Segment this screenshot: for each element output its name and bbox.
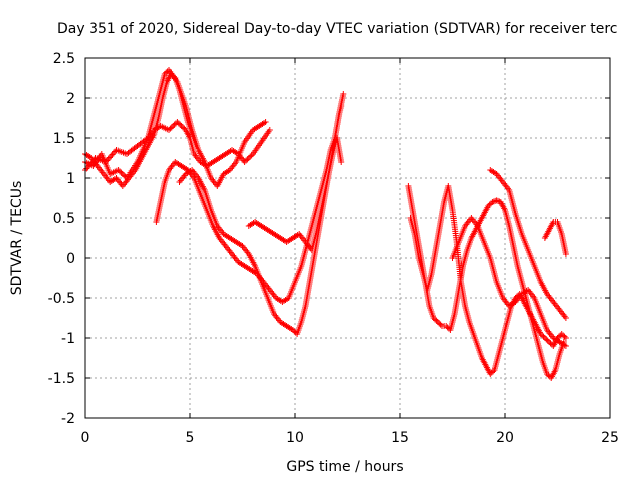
data-point <box>291 328 298 335</box>
data-point <box>495 197 501 204</box>
data-point <box>247 153 254 160</box>
data-point <box>540 333 547 340</box>
series-arc-i <box>449 215 569 349</box>
data-point <box>443 323 450 329</box>
y-tick-label: -1.5 <box>48 371 75 387</box>
series-arc-b <box>82 119 273 173</box>
data-point <box>161 71 168 77</box>
data-point <box>338 159 345 165</box>
y-tick-label: 2 <box>66 91 75 107</box>
data-point <box>488 369 495 376</box>
data-point <box>444 324 451 331</box>
data-point <box>489 199 496 205</box>
x-axis-label: GPS time / hours <box>286 459 403 475</box>
y-tick-label: 1.5 <box>53 131 75 147</box>
data-point <box>486 201 493 208</box>
series-arc-e <box>176 91 347 337</box>
series-arc-f <box>245 135 345 253</box>
data-point <box>487 371 494 377</box>
data-point <box>171 121 178 128</box>
y-tick-label: 1 <box>66 171 75 187</box>
data-point <box>175 120 182 127</box>
series-arc-h <box>407 183 569 377</box>
x-tick-label: 20 <box>496 430 514 446</box>
data-point <box>432 316 438 323</box>
data-point <box>245 155 252 161</box>
data-point <box>545 372 552 379</box>
data-point <box>537 331 544 337</box>
data-point <box>266 127 273 133</box>
data-point <box>490 198 497 205</box>
y-tick-label: 2.5 <box>53 51 75 67</box>
y-tick-label: -1 <box>61 331 75 347</box>
data-point <box>547 340 554 347</box>
data-point <box>170 73 177 80</box>
data-point <box>539 332 546 339</box>
data-point <box>562 343 569 349</box>
data-point <box>562 315 569 321</box>
data-point <box>562 251 569 257</box>
data-point <box>244 156 251 163</box>
data-point <box>193 143 200 149</box>
data-point <box>430 315 437 321</box>
data-point <box>561 333 568 340</box>
data-point <box>115 167 122 173</box>
data-point <box>174 119 181 125</box>
data-point <box>437 321 444 328</box>
data-point <box>541 335 548 341</box>
x-tick-label: 15 <box>391 430 409 446</box>
y-tick-label: 0 <box>66 251 75 267</box>
data-point <box>546 339 553 345</box>
data-point <box>560 332 567 339</box>
y-tick-label: 0.5 <box>53 211 75 227</box>
data-point <box>168 71 175 77</box>
data-points <box>82 67 569 381</box>
data-point <box>433 317 440 324</box>
data-point <box>118 169 125 176</box>
x-tick-label: 10 <box>286 430 304 446</box>
data-point <box>180 124 186 131</box>
data-point <box>166 127 172 133</box>
data-point <box>170 123 177 129</box>
data-point <box>119 171 126 177</box>
data-point <box>434 319 441 325</box>
data-point <box>558 331 565 337</box>
series-arc-j <box>487 167 569 321</box>
y-axis-label: SDTVAR / TECUs <box>9 181 25 296</box>
data-point <box>248 152 255 159</box>
data-point <box>178 123 185 129</box>
y-tick-label: -0.5 <box>48 291 75 307</box>
data-point <box>262 119 269 125</box>
data-point <box>544 371 550 377</box>
data-point <box>555 333 562 340</box>
data-point <box>117 168 123 175</box>
data-point <box>543 336 550 343</box>
data-point <box>490 368 497 375</box>
x-tick-label: 25 <box>601 430 619 446</box>
x-tick-label: 5 <box>186 430 195 446</box>
data-point <box>544 337 551 344</box>
data-point <box>169 72 176 79</box>
data-point <box>436 320 443 327</box>
plot-frame <box>84 57 611 419</box>
data-point <box>177 121 184 128</box>
data-point <box>243 157 249 164</box>
x-tick-label: 0 <box>81 430 90 446</box>
data-point <box>241 159 248 165</box>
y-tick-label: -2 <box>61 411 75 427</box>
data-point <box>167 125 174 132</box>
series-arc-k <box>541 219 569 257</box>
data-point <box>168 124 175 131</box>
data-point <box>121 172 128 179</box>
chart-title: Day 351 of 2020, Sidereal Day-to-day VTE… <box>57 21 617 37</box>
data-point <box>163 69 170 76</box>
axis-ticks: 0 5 10 15 20 25 -2 -1.5 -1 -0.5 0 0.5 1 1.5 2 2.5 <box>48 51 619 446</box>
data-point <box>493 197 500 204</box>
series-arc-c <box>82 71 200 189</box>
data-point <box>485 203 492 209</box>
data-point <box>289 327 296 333</box>
data-point <box>562 335 569 341</box>
data-point <box>340 91 347 97</box>
